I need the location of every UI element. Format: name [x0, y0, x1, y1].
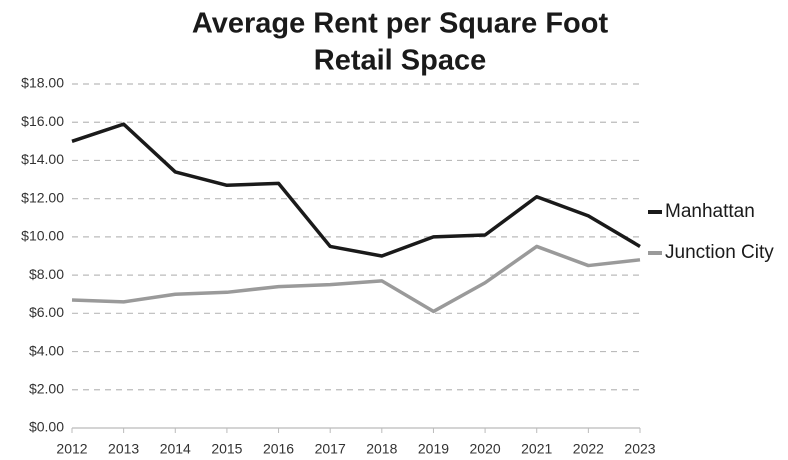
- line-series: [71, 122, 641, 258]
- chart-title: Average Rent per Square Foot: [192, 8, 609, 40]
- x-tick-label: 2014: [160, 441, 191, 457]
- y-tick-label: $12.00: [21, 189, 64, 205]
- y-tick-label: $4.00: [29, 342, 64, 358]
- y-tick-label: $8.00: [29, 266, 64, 282]
- y-tick-label: $2.00: [29, 380, 64, 396]
- line-series: [71, 244, 641, 314]
- chart-title: Retail Space: [314, 45, 486, 77]
- x-tick-label: 2015: [211, 441, 242, 457]
- y-tick-label: $16.00: [21, 113, 64, 129]
- x-tick-label: 2013: [108, 441, 139, 457]
- x-tick-label: 2017: [315, 441, 346, 457]
- x-tick-label: 2019: [418, 441, 449, 457]
- y-tick-label: $10.00: [21, 228, 64, 244]
- x-tick-label: 2022: [573, 441, 604, 457]
- y-tick-label: $14.00: [21, 151, 64, 167]
- x-tick-label: 2018: [366, 441, 397, 457]
- x-tick-label: 2021: [521, 441, 552, 457]
- x-tick-label: 2023: [624, 441, 655, 457]
- x-tick-label: 2020: [470, 441, 501, 457]
- legend-label: Manhattan: [665, 201, 755, 222]
- y-tick-label: $18.00: [21, 75, 64, 91]
- y-tick-label: $0.00: [29, 419, 64, 435]
- x-tick-label: 2012: [56, 441, 87, 457]
- legend-label: Junction City: [665, 242, 774, 263]
- x-tick-label: 2016: [263, 441, 294, 457]
- y-tick-label: $6.00: [29, 304, 64, 320]
